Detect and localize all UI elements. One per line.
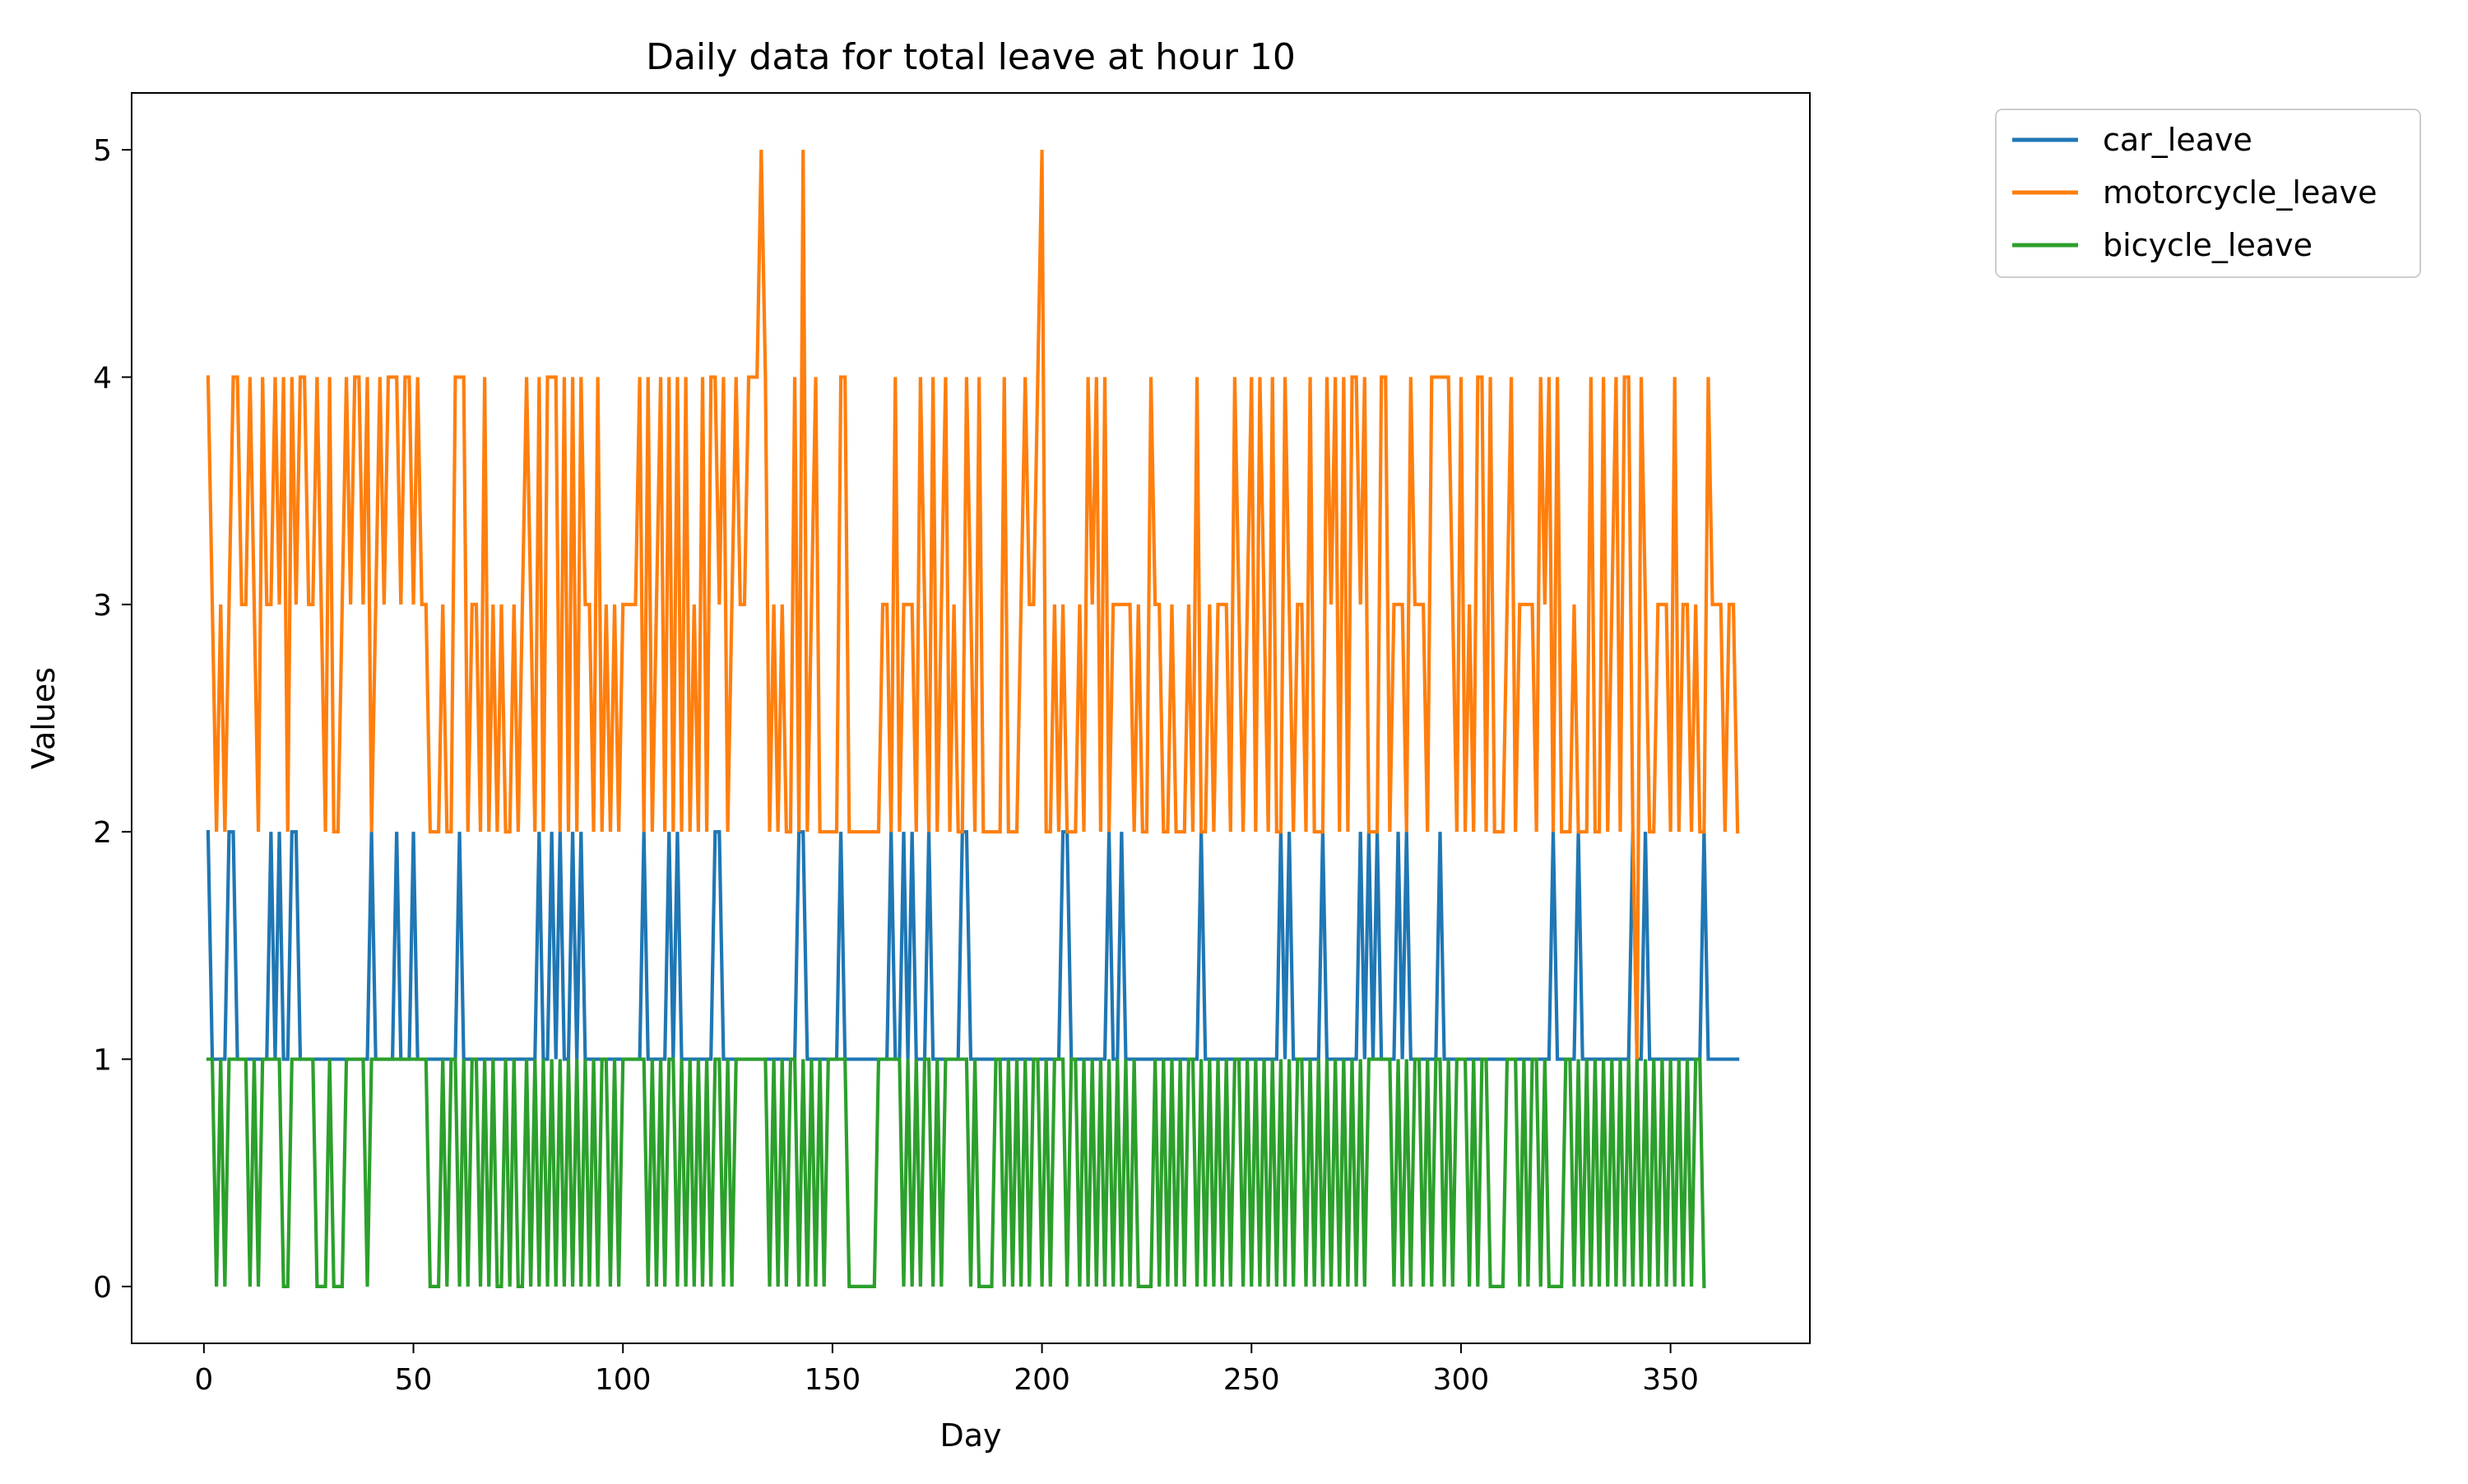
x-axis-label: Day xyxy=(939,1417,1001,1454)
x-tick-label: 350 xyxy=(1642,1363,1699,1397)
x-tick-label: 200 xyxy=(1014,1363,1070,1397)
x-tick-label: 0 xyxy=(194,1363,213,1397)
legend-label-bicycle-leave: bicycle_leave xyxy=(2103,227,2313,263)
y-tick-label: 3 xyxy=(93,589,112,623)
x-tick-label: 50 xyxy=(395,1363,433,1397)
y-tick-label: 5 xyxy=(93,134,112,168)
plot-area xyxy=(206,150,1740,1289)
plot-frame xyxy=(131,92,1811,1344)
x-axis-ticks: 0 50 100 150 200 250 300 350 xyxy=(194,1343,1699,1397)
y-tick-label: 1 xyxy=(93,1044,112,1078)
series-line-bicycle-leave xyxy=(206,1057,1706,1289)
legend-frame xyxy=(1995,109,2421,278)
legend-label-car-leave: car_leave xyxy=(2103,122,2252,158)
y-axis-label: Values xyxy=(26,667,62,769)
series-layer xyxy=(206,150,1740,1289)
legend-items: car_leave motorcycle_leave bicycle_leave xyxy=(2012,122,2378,263)
x-tick-label: 250 xyxy=(1223,1363,1280,1397)
legend-label-motorcycle-leave: motorcycle_leave xyxy=(2103,174,2378,211)
y-tick-label: 2 xyxy=(93,816,112,850)
y-tick-label: 4 xyxy=(93,361,112,395)
legend: car_leave motorcycle_leave bicycle_leave xyxy=(1995,109,2421,278)
y-axis-ticks: 0 1 2 3 4 5 xyxy=(93,134,132,1305)
x-tick-label: 150 xyxy=(805,1363,861,1397)
y-tick-label: 0 xyxy=(93,1271,112,1305)
x-tick-label: 300 xyxy=(1433,1363,1490,1397)
x-tick-label: 100 xyxy=(595,1363,652,1397)
series-line-motorcycle-leave xyxy=(206,150,1740,1060)
chart-title: Daily data for total leave at hour 10 xyxy=(646,36,1296,78)
